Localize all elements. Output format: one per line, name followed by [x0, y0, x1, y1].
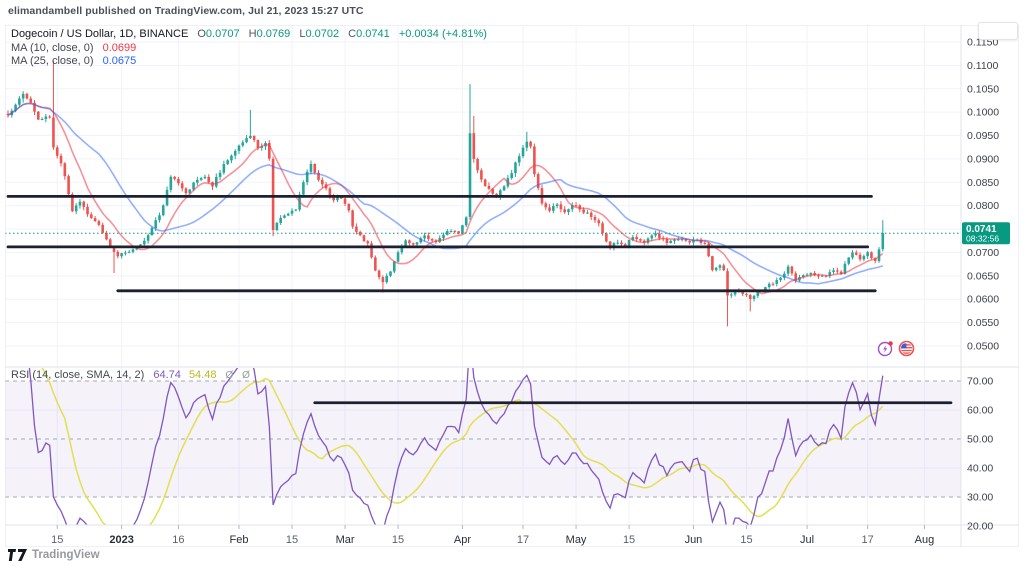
time-axis-label: Jul — [800, 534, 814, 546]
time-axis-label: Apr — [454, 534, 471, 546]
symbol-title: Dogecoin / US Dollar, 1D, BINANCE — [11, 28, 189, 40]
price-axis-label: 0.0900 — [967, 153, 999, 165]
ma-25-line — [7, 102, 884, 285]
rsi-value: 64.74 — [153, 369, 181, 381]
rsi-legend[interactable]: RSI (14, close, SMA, 14, 2) 64.74 54.48 … — [11, 369, 253, 381]
time-axis-label: 15 — [51, 534, 63, 546]
price-axis-label: 0.1100 — [967, 60, 998, 72]
time-axis-label: Jun — [685, 534, 703, 546]
time-axis-label: 15 — [740, 534, 752, 546]
tradingview-logo-icon — [8, 549, 27, 561]
grid — [5, 25, 961, 525]
ma25-legend-row: MA (25, close, 0) 0.0675 — [11, 55, 487, 69]
rsi-label: RSI (14, close, SMA, 14, 2) — [11, 369, 145, 381]
price-axis-label: 0.0850 — [967, 177, 999, 189]
time-axis-label: Mar — [336, 534, 355, 546]
time-axis-label: 17 — [517, 534, 529, 546]
change-value: +0.0034 (+4.81%) — [398, 28, 487, 40]
ma10-legend-row: MA (10, close, 0) 0.0699 — [11, 42, 487, 56]
time-axis-label: 17 — [862, 534, 874, 546]
close-value: 0.0741 — [356, 28, 390, 40]
low-value: 0.0702 — [305, 28, 340, 40]
price-axis-label: 0.1000 — [967, 107, 999, 119]
price-axis-label: 0.0700 — [967, 247, 999, 259]
rsi-line — [28, 368, 884, 525]
rsi-hidden-values-icon[interactable]: Ø Ø — [225, 370, 253, 381]
time-axis[interactable]: 15 2023 16 Feb 15 Mar 15 Apr 17 May 15 Jun 15 Jul 17 Au… — [51, 525, 934, 546]
chart-canvas[interactable]: 0.11500.11000.10500.10000.09500.09000.08… — [5, 25, 1019, 547]
time-axis-label: Aug — [915, 534, 935, 546]
rsi-axis-label: 50.00 — [967, 434, 993, 446]
rsi-sma-value: 54.48 — [188, 369, 217, 381]
time-axis-label: 15 — [286, 534, 298, 546]
rsi-axis-label: 20.00 — [967, 521, 993, 533]
chart-frame — [5, 25, 1019, 547]
price-pane[interactable] — [5, 60, 961, 327]
ma25-value: 0.0675 — [102, 55, 137, 67]
rsi-axis-label: 30.00 — [967, 492, 993, 504]
rsi-axis-label: 40.00 — [967, 463, 993, 475]
price-axis-label: 0.0800 — [967, 200, 999, 212]
axis-tooltip-box — [978, 22, 1018, 40]
price-axis-label: 0.0650 — [967, 270, 999, 282]
ideas-lightning-icon[interactable] — [877, 340, 894, 357]
time-axis-label: 15 — [392, 534, 404, 546]
ma25-label: MA (25, close, 0) — [11, 55, 94, 67]
candlestick-series — [6, 60, 885, 327]
time-axis-label: 15 — [623, 534, 635, 546]
ma10-label: MA (10, close, 0) — [11, 41, 94, 54]
ma10-value: 0.0699 — [102, 41, 137, 54]
rsi-pane[interactable] — [5, 294, 961, 546]
symbol-legend[interactable]: Dogecoin / US Dollar, 1D, BINANCE O0.070… — [11, 28, 487, 69]
price-axis-label: 0.0550 — [967, 317, 999, 329]
rsi-axis-label: 70.00 — [967, 376, 993, 388]
rsi-band — [5, 381, 961, 497]
snapshot-attribution: elimandambell published on TradingView.c… — [8, 5, 364, 17]
price-axis-label: 0.0600 — [967, 294, 999, 306]
time-axis-label: Feb — [230, 534, 249, 546]
ma-10-line — [7, 102, 884, 295]
rsi-axis-label: 60.00 — [967, 405, 993, 417]
time-axis-label: 2023 — [109, 534, 133, 546]
tradingview-logo[interactable]: TradingView — [8, 549, 100, 561]
open-value: 0.0707 — [205, 28, 240, 40]
rsi-sma-line — [41, 368, 884, 525]
events-flag-icon[interactable] — [898, 340, 915, 357]
bar-countdown: 08:32:56 — [966, 233, 999, 243]
price-axis-label: 0.0500 — [967, 341, 999, 353]
last-price-value: 0.0741 — [966, 224, 997, 235]
tradingview-brand-text: TradingView — [32, 549, 100, 561]
high-value: 0.0769 — [256, 28, 291, 40]
price-axis[interactable]: 0.11500.11000.10500.10000.09500.09000.08… — [967, 37, 999, 533]
price-axis-label: 0.1050 — [967, 83, 999, 95]
time-axis-label: 16 — [172, 534, 184, 546]
price-axis-label: 0.0950 — [967, 130, 999, 142]
time-axis-label: May — [566, 534, 587, 546]
symbol-legend-row: Dogecoin / US Dollar, 1D, BINANCE O0.070… — [11, 28, 487, 40]
